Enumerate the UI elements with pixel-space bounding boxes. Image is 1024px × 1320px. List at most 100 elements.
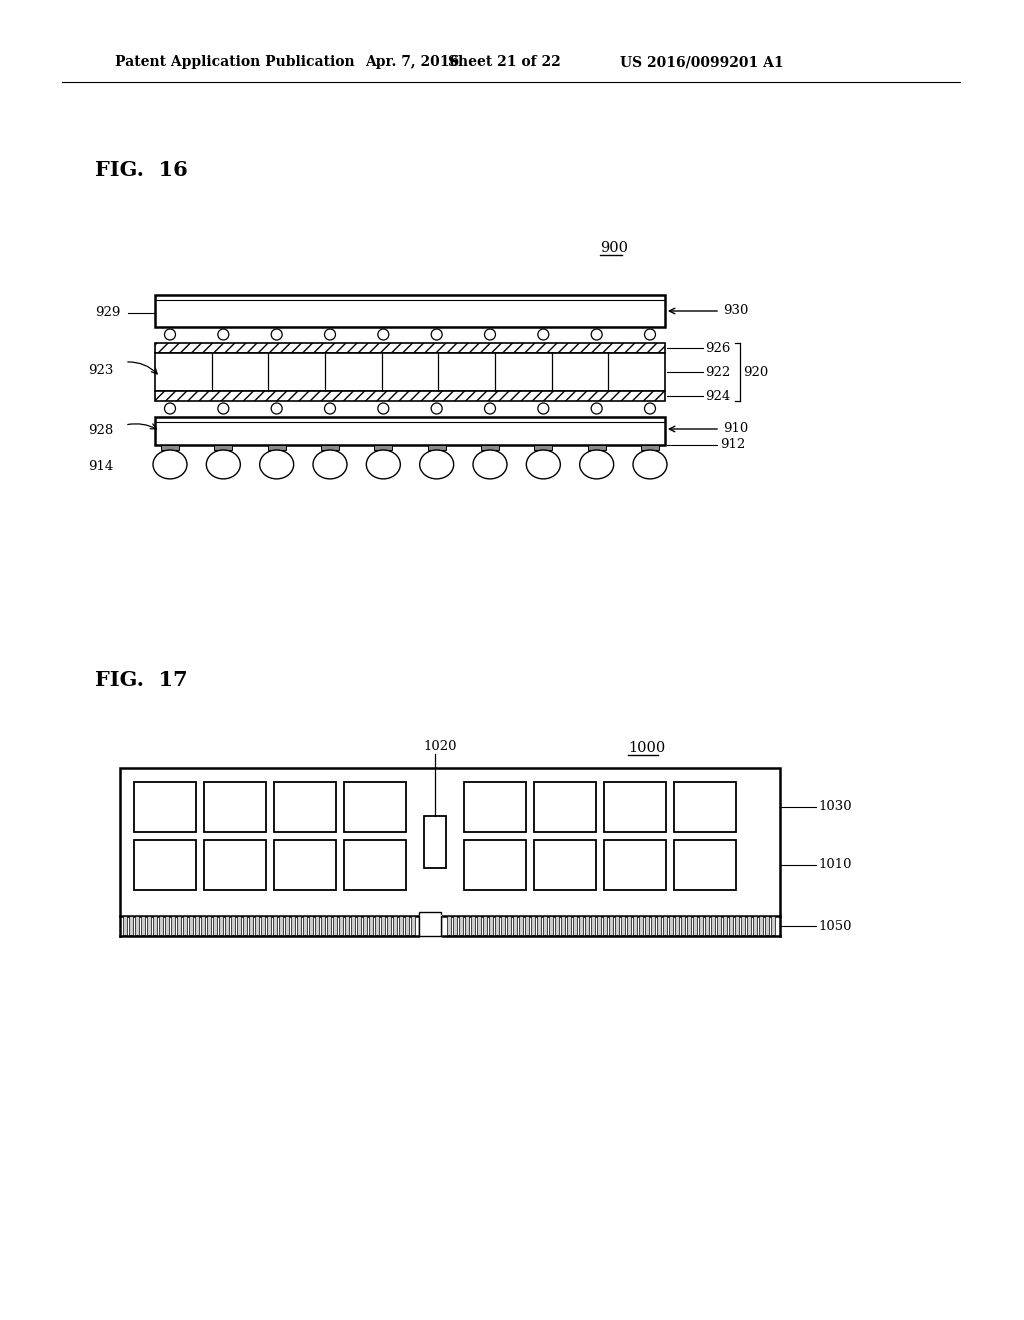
Bar — [297, 916, 301, 935]
Bar — [604, 781, 666, 832]
Bar — [465, 916, 469, 935]
Ellipse shape — [313, 450, 347, 479]
Bar — [717, 916, 721, 935]
Bar — [693, 916, 697, 935]
Bar — [387, 916, 391, 935]
Bar — [674, 781, 736, 832]
Text: 923: 923 — [88, 363, 114, 376]
Text: 922: 922 — [705, 366, 730, 379]
Ellipse shape — [206, 450, 241, 479]
Bar — [141, 916, 145, 935]
Circle shape — [538, 329, 549, 341]
Bar — [588, 445, 605, 450]
Circle shape — [431, 329, 442, 341]
Bar — [549, 916, 553, 935]
Bar — [274, 781, 336, 832]
Bar — [351, 916, 355, 935]
Text: 914: 914 — [88, 461, 114, 474]
Circle shape — [218, 403, 228, 414]
Bar — [207, 916, 211, 935]
Bar — [483, 916, 487, 935]
Bar — [315, 916, 319, 935]
Bar — [663, 916, 667, 935]
Bar — [204, 781, 266, 832]
Text: Sheet 21 of 22: Sheet 21 of 22 — [449, 55, 561, 69]
Bar — [464, 781, 526, 832]
Bar — [765, 916, 769, 935]
Bar — [393, 916, 397, 935]
Bar — [303, 916, 307, 935]
Ellipse shape — [473, 450, 507, 479]
Bar — [639, 916, 643, 935]
Text: 1050: 1050 — [818, 920, 852, 932]
Bar — [585, 916, 589, 935]
Text: 928: 928 — [88, 425, 114, 437]
Bar — [537, 916, 541, 935]
Bar — [645, 916, 649, 935]
Bar — [261, 916, 265, 935]
Text: 1020: 1020 — [423, 739, 457, 752]
Bar — [651, 916, 655, 935]
Circle shape — [325, 329, 336, 341]
Text: Apr. 7, 2016: Apr. 7, 2016 — [365, 55, 459, 69]
Circle shape — [538, 403, 549, 414]
Bar — [681, 916, 685, 935]
Circle shape — [271, 329, 283, 341]
Bar — [627, 916, 631, 935]
Bar — [219, 916, 223, 935]
Ellipse shape — [420, 450, 454, 479]
Circle shape — [431, 403, 442, 414]
Ellipse shape — [526, 450, 560, 479]
Circle shape — [165, 403, 175, 414]
Bar — [213, 916, 217, 935]
Text: 920: 920 — [743, 366, 768, 379]
Bar — [375, 445, 392, 450]
Bar — [711, 916, 715, 935]
Bar — [155, 294, 665, 327]
Bar — [214, 445, 232, 450]
Bar — [321, 445, 339, 450]
Bar — [204, 840, 266, 890]
Bar — [134, 781, 196, 832]
Text: 900: 900 — [600, 242, 628, 255]
Ellipse shape — [580, 450, 613, 479]
Bar — [675, 916, 679, 935]
Bar — [534, 840, 596, 890]
Bar — [267, 445, 286, 450]
Text: 912: 912 — [720, 438, 745, 451]
Bar — [321, 916, 325, 935]
Bar — [507, 916, 511, 935]
Bar — [579, 916, 583, 935]
Bar — [155, 417, 665, 445]
Bar — [687, 916, 691, 935]
Bar — [237, 916, 241, 935]
Bar — [165, 916, 169, 935]
Circle shape — [591, 329, 602, 341]
Text: 1000: 1000 — [628, 741, 666, 755]
Bar — [327, 916, 331, 935]
Bar — [657, 916, 662, 935]
Bar — [155, 343, 665, 352]
Bar — [428, 445, 445, 450]
Bar — [459, 916, 463, 935]
Bar — [477, 916, 481, 935]
Bar — [447, 916, 451, 935]
Bar — [333, 916, 337, 935]
Bar — [183, 916, 187, 935]
Bar — [243, 916, 247, 935]
Bar — [255, 916, 259, 935]
Text: FIG.  16: FIG. 16 — [95, 160, 187, 180]
Bar — [159, 916, 163, 935]
Bar — [501, 916, 505, 935]
Ellipse shape — [367, 450, 400, 479]
Bar — [369, 916, 373, 935]
Bar — [357, 916, 361, 935]
Bar — [453, 916, 457, 935]
Ellipse shape — [153, 450, 187, 479]
Bar — [519, 916, 523, 935]
Bar — [633, 916, 637, 935]
Text: 930: 930 — [723, 305, 749, 318]
Circle shape — [644, 403, 655, 414]
Bar — [525, 916, 529, 935]
Bar — [201, 916, 205, 935]
